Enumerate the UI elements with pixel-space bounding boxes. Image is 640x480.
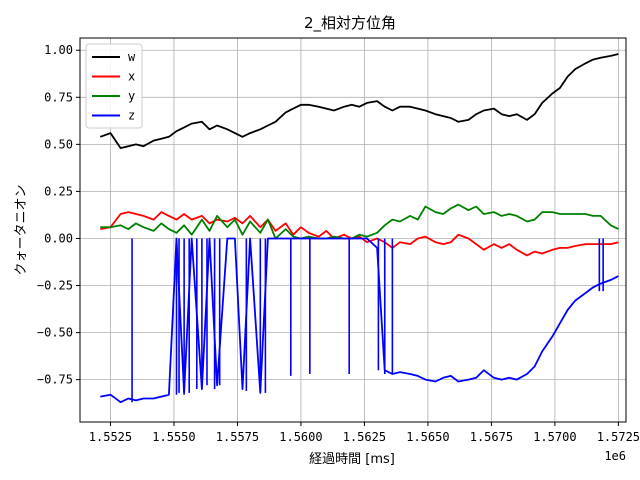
legend-label-y: y [128, 89, 135, 103]
y-tick-label: 0.50 [44, 137, 73, 151]
x-axis-offset-label: 1e6 [604, 449, 626, 463]
y-tick-label: 0.75 [44, 90, 73, 104]
legend-label-w: w [128, 50, 136, 64]
series-line-w [99, 53, 619, 150]
series-line-y [100, 203, 619, 240]
legend-label-x: x [128, 70, 135, 84]
legend-box [85, 43, 143, 129]
chart-title: 2_相対方位角 [304, 14, 396, 33]
y-tick-label: 1.00 [44, 43, 73, 57]
grid [80, 38, 626, 422]
legend-label-z: z [128, 109, 135, 123]
x-tick-label: 1.5675 [470, 430, 513, 444]
y-tick-label: 0.25 [44, 184, 73, 198]
y-tick-label: −0.50 [37, 326, 73, 340]
x-axis: 1.5525 1.5550 1.5575 1.5600 1.5625 1.5650 1.56… [89, 422, 640, 444]
y-tick-label: 0.00 [44, 231, 73, 245]
y-axis-label: クォータニオン [14, 184, 29, 275]
y-tick-label: −0.75 [37, 373, 73, 387]
x-tick-label: 1.5550 [152, 430, 195, 444]
series-layer [99, 53, 619, 404]
x-tick-label: 1.5650 [406, 430, 449, 444]
x-tick-label: 1.5575 [216, 430, 259, 444]
x-tick-label: 1.5625 [343, 430, 386, 444]
y-tick-label: −0.25 [37, 279, 73, 293]
x-axis-label: 経過時間 [ms] [309, 452, 395, 467]
y-axis: 1.00 0.75 0.50 0.25 0.00 −0.25 −0.50 −0.75 [37, 43, 80, 387]
x-tick-label: 1.5525 [89, 430, 132, 444]
x-tick-label: 1.5700 [533, 430, 576, 444]
x-tick-label: 1.5600 [279, 430, 322, 444]
series-line-z [100, 237, 619, 404]
x-tick-label: 1.5725 [597, 430, 640, 444]
plot-frame [79, 37, 627, 423]
series-line-x [100, 211, 619, 257]
